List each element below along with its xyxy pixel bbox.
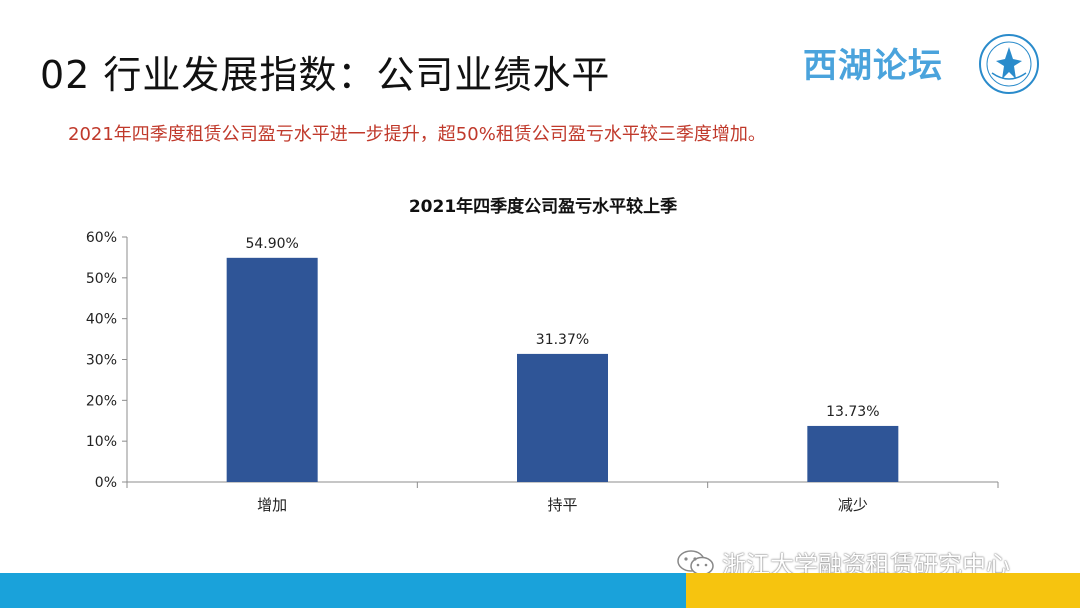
bar-2 — [807, 425, 899, 482]
wechat-icon — [677, 549, 714, 575]
y-tick-label: 60% — [86, 230, 117, 246]
chart-title: 2021年四季度公司盈亏水平较上季 — [409, 196, 677, 217]
chart-bars: 54.90% 增加 31.37% 持平 13.73% 减少 — [226, 236, 899, 514]
slide-subtitle: 2021年四季度租赁公司盈亏水平进一步提升，超50%租赁公司盈亏水平较三季度增加… — [68, 124, 766, 145]
x-tick-label: 减少 — [838, 496, 868, 514]
bar-1 — [517, 353, 608, 482]
data-label: 54.90% — [245, 236, 298, 252]
y-tick-label: 0% — [95, 475, 117, 491]
data-label: 31.37% — [536, 332, 589, 348]
y-tick-label: 30% — [86, 353, 117, 369]
x-tick-label: 增加 — [257, 496, 287, 514]
slide-title: 02 行业发展指数：公司业绩水平 — [40, 53, 611, 97]
y-tick-label: 40% — [86, 312, 117, 328]
y-tick-label: 10% — [86, 434, 117, 450]
y-tick-label: 20% — [86, 393, 117, 409]
brand-name: 西湖论坛 — [803, 46, 943, 86]
y-tick-label: 50% — [86, 271, 117, 287]
bar-0 — [226, 257, 318, 482]
forum-logo-icon — [979, 34, 1039, 94]
data-label: 13.73% — [826, 404, 879, 420]
x-tick-label: 持平 — [547, 496, 577, 514]
bar-chart: 2021年四季度公司盈亏水平较上季 0% 10% 20% 30% 40% 50% 60% 5… — [86, 196, 999, 514]
footer-yellow-band — [686, 573, 1080, 608]
footer-blue-band — [0, 573, 686, 608]
